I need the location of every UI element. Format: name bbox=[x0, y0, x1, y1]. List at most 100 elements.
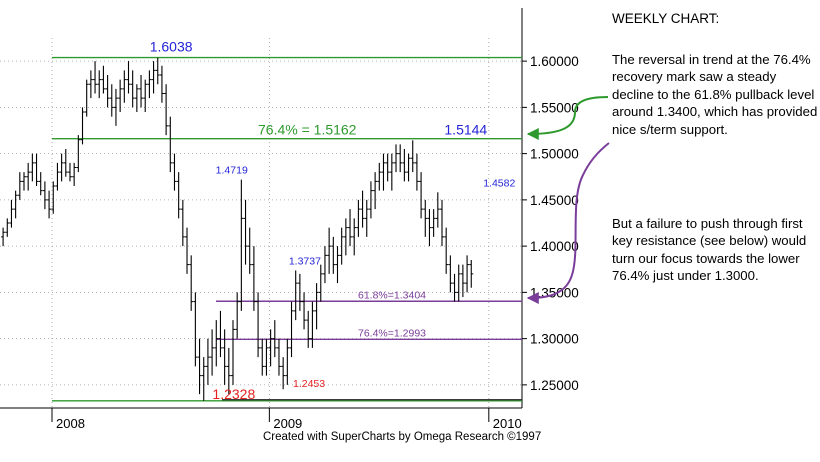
ohlc-bar bbox=[243, 199, 248, 265]
ohlc-bar bbox=[410, 140, 415, 173]
ohlc-bar bbox=[306, 310, 311, 348]
x-tick-label: 2008 bbox=[56, 416, 85, 431]
ohlc-bar bbox=[214, 320, 219, 367]
annotation-arrows bbox=[526, 96, 610, 304]
ohlc-bar bbox=[51, 181, 56, 214]
ohlc-bar bbox=[285, 338, 290, 385]
ohlc-bar bbox=[63, 149, 68, 177]
ohlc-bar bbox=[201, 357, 206, 401]
ohlc-bar bbox=[176, 172, 181, 219]
y-tick-label: 1.40000 bbox=[530, 239, 579, 254]
ohlc-bar bbox=[356, 199, 361, 237]
x-tick-label: 2009 bbox=[273, 416, 302, 431]
ohlc-bar bbox=[377, 162, 382, 191]
ohlc-bar bbox=[222, 329, 227, 385]
ohlc-bar bbox=[67, 162, 72, 182]
ohlc-bar bbox=[318, 264, 323, 302]
ohlc-bar bbox=[264, 338, 269, 376]
ohlc-bar bbox=[256, 292, 261, 358]
fib-level-label: 76.4%=1.2993 bbox=[358, 327, 426, 339]
ohlc-bar bbox=[130, 70, 135, 108]
ohlc-bar bbox=[343, 218, 348, 256]
green-arrow bbox=[526, 96, 609, 140]
ohlc-bar bbox=[302, 292, 307, 330]
ohlc-bar bbox=[5, 218, 10, 237]
ohlc-bar bbox=[251, 246, 256, 311]
ohlc-bar bbox=[373, 172, 378, 210]
ohlc-bar bbox=[339, 227, 344, 265]
ohlc-bar bbox=[414, 153, 419, 191]
ohlc-bar bbox=[47, 190, 52, 219]
ohlc-bar bbox=[97, 70, 102, 99]
ohlc-bar bbox=[469, 260, 474, 288]
ohlc-bar bbox=[164, 84, 169, 136]
ohlc-bar bbox=[139, 75, 144, 108]
ohlc-bar bbox=[423, 199, 428, 237]
ohlc-bar bbox=[101, 65, 106, 94]
ohlc-bar bbox=[113, 88, 118, 126]
ohlc-bar bbox=[172, 153, 177, 191]
ohlc-bar bbox=[247, 227, 252, 274]
fib-level-label: 76.4% = 1.5162 bbox=[258, 122, 357, 138]
ohlc-bar bbox=[439, 199, 444, 247]
ohlc-bar bbox=[385, 153, 390, 182]
ohlc-bar bbox=[281, 357, 286, 390]
ohlc-bar bbox=[327, 227, 332, 274]
ohlc-bar bbox=[368, 181, 373, 219]
ohlc-bar bbox=[105, 75, 110, 108]
ohlc-bar bbox=[272, 320, 277, 358]
purple-arrow bbox=[526, 142, 610, 304]
ohlc-bar bbox=[34, 153, 39, 186]
ohlc-bar bbox=[193, 292, 198, 367]
fibonacci-levels: 76.4% = 1.5162 61.8%=1.3404 76.4%=1.2993 bbox=[52, 56, 522, 402]
side-panel-paragraph-1: The reversal in trend at the 76.4% recov… bbox=[612, 52, 818, 137]
ohlc-bar bbox=[427, 209, 432, 247]
y-tick-label: 1.50000 bbox=[530, 147, 579, 162]
ohlc-bar bbox=[314, 283, 319, 330]
ohlc-bar bbox=[218, 310, 223, 358]
ohlc-bar bbox=[59, 153, 64, 182]
ohlc-bar bbox=[118, 79, 123, 112]
ohlc-bar bbox=[448, 255, 453, 293]
price-extreme-label: 1.2328 bbox=[212, 386, 255, 402]
ohlc-bar bbox=[352, 218, 357, 256]
ohlc-bar bbox=[109, 84, 114, 117]
ohlc-bar bbox=[72, 162, 77, 186]
ohlc-bar bbox=[297, 273, 302, 311]
ohlc-bar bbox=[360, 190, 365, 228]
ohlc-bar bbox=[185, 227, 190, 274]
ohlc-bar bbox=[230, 320, 235, 385]
ohlc-bar bbox=[17, 172, 22, 200]
ohlc-bar bbox=[456, 264, 461, 302]
ohlc-bar bbox=[13, 190, 18, 219]
ohlc-bar bbox=[55, 162, 60, 191]
ohlc-bar bbox=[26, 162, 31, 191]
y-tick-label: 1.45000 bbox=[530, 193, 579, 208]
y-tick-label: 1.30000 bbox=[530, 332, 579, 347]
side-panel-paragraph-2: But a failure to push through first key … bbox=[612, 216, 807, 284]
ohlc-bar bbox=[444, 227, 449, 274]
ohlc-bar bbox=[134, 84, 139, 112]
ohlc-bar bbox=[389, 153, 394, 191]
grid-lines bbox=[0, 38, 522, 408]
ohlc-bar bbox=[394, 144, 399, 173]
ohlc-bar bbox=[260, 338, 265, 376]
ohlc-bar bbox=[235, 292, 240, 339]
ohlc-bar bbox=[460, 264, 465, 297]
ohlc-bar bbox=[151, 61, 156, 94]
ohlc-bar bbox=[21, 172, 26, 191]
ohlc-bar bbox=[276, 338, 281, 376]
y-tick-label: 1.60000 bbox=[530, 54, 579, 69]
ohlc-bar bbox=[126, 61, 131, 94]
ohlc-bar bbox=[289, 301, 294, 358]
ohlc-bar bbox=[431, 209, 436, 237]
ohlc-bar bbox=[402, 149, 407, 182]
ohlc-bar bbox=[42, 181, 47, 210]
price-extreme-label: 1.4582 bbox=[483, 177, 515, 189]
ohlc-bars bbox=[1, 57, 474, 401]
ohlc-bar bbox=[9, 199, 14, 228]
chart-credit: Created with SuperCharts by Omega Resear… bbox=[263, 431, 542, 443]
ohlc-bar bbox=[310, 301, 315, 348]
axes: 1.600001.550001.500001.450001.400001.350… bbox=[0, 8, 579, 431]
